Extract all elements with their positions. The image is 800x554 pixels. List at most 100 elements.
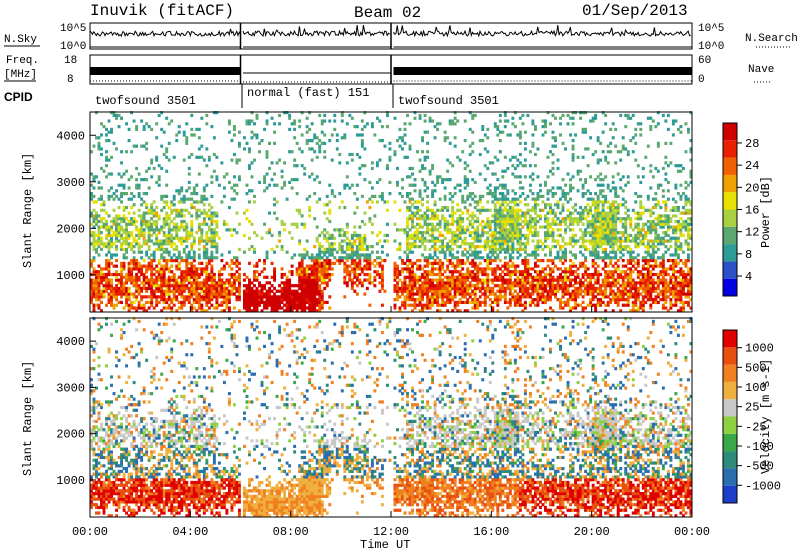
power-cell xyxy=(579,281,583,285)
power-cell xyxy=(438,258,442,263)
power-cell xyxy=(97,298,101,302)
power-cell xyxy=(513,125,517,129)
power-cell xyxy=(446,298,450,302)
power-cell xyxy=(496,225,500,229)
power-cell xyxy=(453,275,457,279)
power-cell xyxy=(207,298,211,302)
power-cell xyxy=(594,208,598,212)
power-cell xyxy=(345,175,349,179)
power-cell xyxy=(471,197,475,201)
power-cell xyxy=(448,286,452,291)
power-cell xyxy=(451,275,455,279)
power-cell xyxy=(574,298,578,302)
power-cell xyxy=(473,205,477,210)
power-cell xyxy=(596,272,600,277)
power-cell xyxy=(426,186,430,190)
power-cell xyxy=(438,245,442,249)
power-cell xyxy=(368,197,372,201)
power-cell xyxy=(574,253,578,257)
power-cell xyxy=(167,286,171,291)
power-cell xyxy=(473,278,477,282)
power-cell xyxy=(521,192,525,196)
power-cell xyxy=(453,186,457,190)
power-cell xyxy=(325,272,329,277)
power-cell xyxy=(383,289,387,293)
power-cell xyxy=(107,172,111,176)
power-cell xyxy=(481,270,485,274)
power-cell xyxy=(503,281,507,285)
power-cell xyxy=(215,289,219,293)
power-cell xyxy=(549,222,552,226)
power-cell xyxy=(97,245,101,249)
power-cell xyxy=(215,303,219,307)
power-cell xyxy=(112,222,116,226)
power-cell xyxy=(523,261,527,265)
power-cell xyxy=(406,289,409,293)
power-cell xyxy=(584,217,588,221)
power-cell xyxy=(265,256,269,260)
power-cell xyxy=(506,189,510,193)
power-cell xyxy=(468,242,472,246)
power-cell xyxy=(426,225,430,229)
power-cell xyxy=(380,284,384,288)
power-cell xyxy=(180,219,184,224)
power-cell xyxy=(125,289,129,293)
power-cell xyxy=(433,239,437,243)
power-cell xyxy=(466,183,470,187)
power-cell xyxy=(521,309,525,313)
power-cell xyxy=(115,247,118,251)
power-cell xyxy=(112,113,116,118)
power-cell xyxy=(579,284,583,288)
power-cell xyxy=(288,150,292,154)
power-cell xyxy=(446,178,450,182)
power-cell xyxy=(182,286,186,291)
power-cell xyxy=(498,292,502,296)
power-cell xyxy=(197,303,201,307)
power-cell xyxy=(225,300,229,305)
power-cell xyxy=(581,233,585,238)
power-cell xyxy=(162,256,166,260)
power-cell xyxy=(323,119,327,123)
power-cell xyxy=(584,178,588,182)
power-cell xyxy=(172,242,176,246)
power-cell xyxy=(180,208,184,212)
power-cell xyxy=(533,284,537,288)
power-cell xyxy=(308,275,312,279)
power-cell xyxy=(353,261,357,265)
power-cell xyxy=(441,298,445,302)
power-cell xyxy=(526,289,530,293)
power-cell xyxy=(308,264,312,268)
power-cell xyxy=(205,292,209,296)
power-cell xyxy=(100,197,103,201)
power-cell xyxy=(496,236,500,240)
power-cell xyxy=(232,275,236,279)
power-cell xyxy=(523,264,527,268)
power-cell xyxy=(418,275,422,279)
power-cell xyxy=(511,256,515,260)
power-cell xyxy=(421,253,425,257)
power-cell xyxy=(150,275,154,279)
power-cell xyxy=(245,309,249,313)
power-cell xyxy=(263,295,266,299)
power-cell xyxy=(175,133,179,137)
power-cell xyxy=(476,225,480,229)
power-cell xyxy=(137,250,141,254)
power-cell xyxy=(237,130,241,134)
power-cell xyxy=(160,144,164,148)
power-cell xyxy=(122,183,126,187)
power-cell xyxy=(398,228,402,232)
power-cell xyxy=(258,289,261,293)
power-cell xyxy=(318,272,322,277)
power-cell xyxy=(195,183,199,187)
power-cell xyxy=(135,242,139,246)
power-cell xyxy=(431,261,435,265)
power-cell xyxy=(461,267,465,271)
power-cell xyxy=(110,303,113,307)
power-cell xyxy=(255,278,259,282)
power-cell xyxy=(441,281,445,285)
power-cell xyxy=(295,309,299,313)
power-cell xyxy=(453,239,457,243)
power-cell xyxy=(145,286,149,291)
power-cell xyxy=(516,211,520,215)
search-tick-bottom: 10^0 xyxy=(698,41,724,53)
